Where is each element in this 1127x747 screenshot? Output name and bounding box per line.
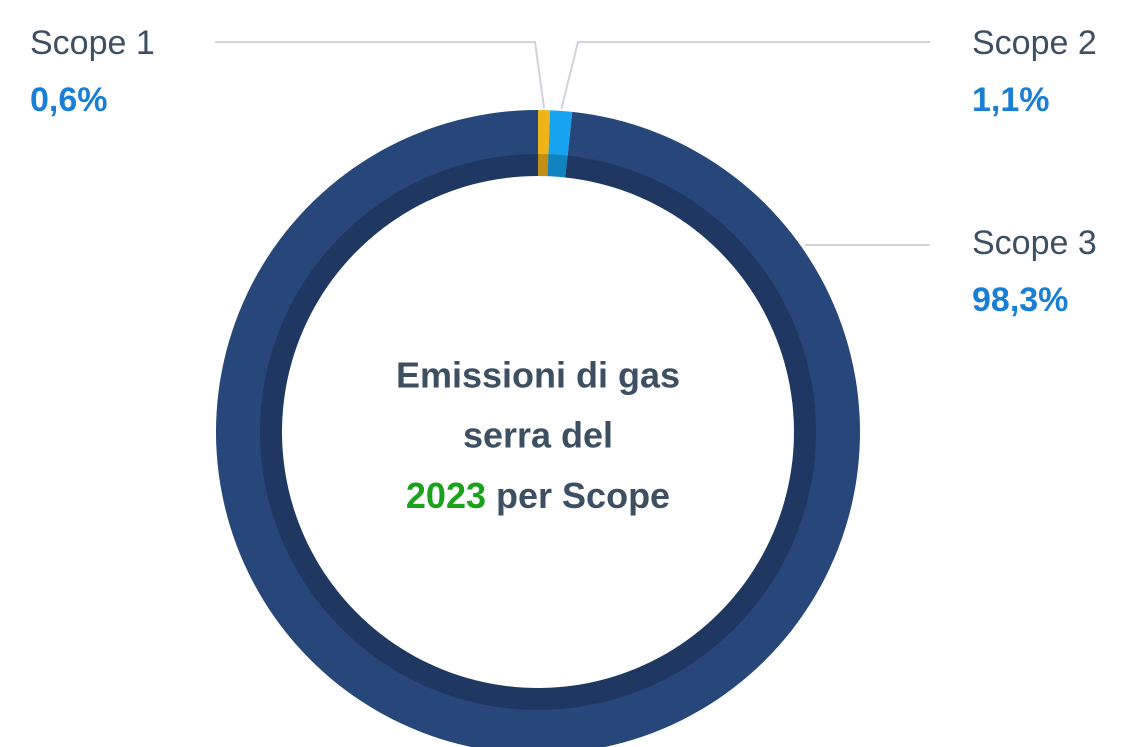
value-label: 0,6% bbox=[30, 81, 108, 119]
inner-shade bbox=[260, 154, 816, 710]
donut-segment bbox=[547, 110, 573, 178]
value-label: 1,1% bbox=[972, 81, 1050, 119]
center-text: Emissioni di gas bbox=[396, 355, 680, 396]
center-year: 2023 bbox=[406, 475, 486, 516]
legend-label: Scope 3 bbox=[972, 224, 1097, 262]
leader-line bbox=[560, 41, 930, 110]
center-text: serra del bbox=[463, 415, 613, 456]
leader-line bbox=[215, 41, 546, 109]
legend-label: Scope 1 bbox=[30, 24, 155, 62]
value-label: 98,3% bbox=[972, 281, 1068, 319]
center-text: per Scope bbox=[496, 475, 670, 516]
donut-segment bbox=[538, 110, 551, 177]
center-text: 2023 per Scope bbox=[406, 475, 670, 516]
donut: Scope 1 0,6% Scope 2 1,1% Scope 3 98,3% bbox=[30, 24, 1097, 747]
legend-label: Scope 2 bbox=[972, 24, 1097, 62]
